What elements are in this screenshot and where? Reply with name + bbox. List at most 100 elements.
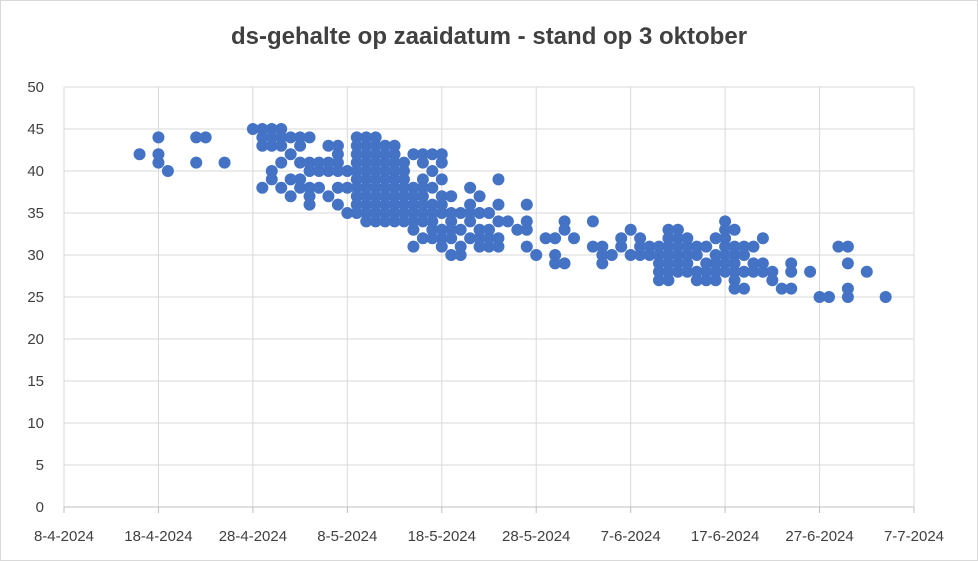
x-tick-label: 17-6-2024: [691, 528, 759, 545]
data-point: [407, 148, 420, 161]
data-point: [747, 257, 760, 270]
data-point: [492, 215, 505, 228]
data-point: [275, 123, 288, 135]
data-point: [303, 198, 316, 211]
data-point: [483, 232, 495, 245]
data-point: [360, 165, 373, 177]
data-point: [369, 156, 382, 169]
data-point: [709, 274, 722, 287]
data-point: [435, 207, 448, 219]
data-point: [445, 223, 458, 236]
data-point: [586, 240, 599, 253]
data-point: [416, 215, 429, 228]
data-point: [596, 240, 609, 253]
data-point: [369, 139, 382, 152]
data-point: [445, 232, 458, 245]
data-point: [388, 148, 401, 161]
data-point: [483, 223, 495, 236]
data-point: [398, 215, 410, 228]
data-point: [416, 207, 429, 219]
data-point: [350, 181, 363, 194]
data-point: [379, 139, 392, 152]
data-point: [398, 173, 410, 186]
data-point: [303, 165, 316, 177]
data-point: [435, 190, 448, 203]
data-point: [804, 265, 817, 278]
data-point: [653, 265, 665, 278]
data-point: [313, 156, 325, 169]
data-point: [407, 207, 420, 219]
data-point: [690, 274, 703, 287]
data-point: [719, 249, 732, 261]
data-point: [662, 232, 675, 245]
data-point: [785, 282, 798, 295]
data-point: [681, 265, 694, 278]
data-point: [398, 165, 410, 177]
data-point: [350, 173, 363, 186]
data-point: [426, 232, 439, 245]
data-point: [681, 257, 694, 270]
data-point: [398, 207, 410, 219]
data-point: [634, 240, 647, 253]
data-point: [681, 249, 694, 261]
data-point: [558, 223, 571, 236]
data-point: [719, 257, 732, 270]
data-point: [501, 215, 514, 228]
data-point: [738, 240, 750, 253]
data-point: [294, 156, 307, 169]
data-point: [785, 257, 798, 270]
data-point: [700, 257, 713, 270]
data-point: [341, 207, 354, 219]
data-point: [190, 156, 203, 169]
data-point: [728, 274, 741, 287]
data-point: [483, 207, 495, 219]
data-point: [492, 198, 505, 211]
data-point: [294, 181, 307, 194]
x-tick-label: 7-7-2024: [884, 528, 944, 545]
data-point: [435, 223, 448, 236]
data-point: [709, 257, 722, 270]
data-point: [464, 232, 477, 245]
data-point: [728, 240, 741, 253]
data-point: [643, 240, 656, 253]
data-point: [662, 274, 675, 287]
data-point: [728, 223, 741, 236]
data-point: [388, 165, 401, 177]
data-point: [775, 282, 788, 295]
data-point: [379, 207, 392, 219]
data-point: [369, 131, 382, 144]
data-point: [275, 156, 288, 169]
data-point: [369, 181, 382, 194]
data-point: [275, 131, 288, 144]
data-point: [218, 156, 231, 169]
data-point: [596, 249, 609, 261]
x-tick-label: 28-5-2024: [502, 528, 570, 545]
data-point: [322, 156, 335, 169]
data-point: [823, 291, 835, 303]
data-point: [152, 156, 165, 169]
y-tick-label: 0: [36, 499, 44, 516]
data-point: [350, 131, 363, 144]
data-point: [284, 148, 297, 161]
data-point: [350, 198, 363, 211]
data-point: [322, 190, 335, 203]
data-point: [190, 131, 203, 144]
data-point: [398, 190, 410, 203]
data-point: [662, 265, 675, 278]
data-point: [322, 139, 335, 152]
data-point: [841, 240, 854, 253]
data-point: [445, 215, 458, 228]
data-point: [303, 190, 316, 203]
x-tick-label: 7-6-2024: [601, 528, 661, 545]
data-point: [360, 156, 373, 169]
data-point: [294, 131, 307, 144]
y-tick-label: 5: [36, 457, 44, 474]
data-point: [379, 173, 392, 186]
data-point: [133, 148, 146, 161]
x-tick-label: 27-6-2024: [785, 528, 853, 545]
x-tick-label: 8-4-2024: [34, 528, 94, 545]
data-point: [473, 240, 486, 253]
data-point: [520, 198, 533, 211]
data-point: [586, 215, 599, 228]
